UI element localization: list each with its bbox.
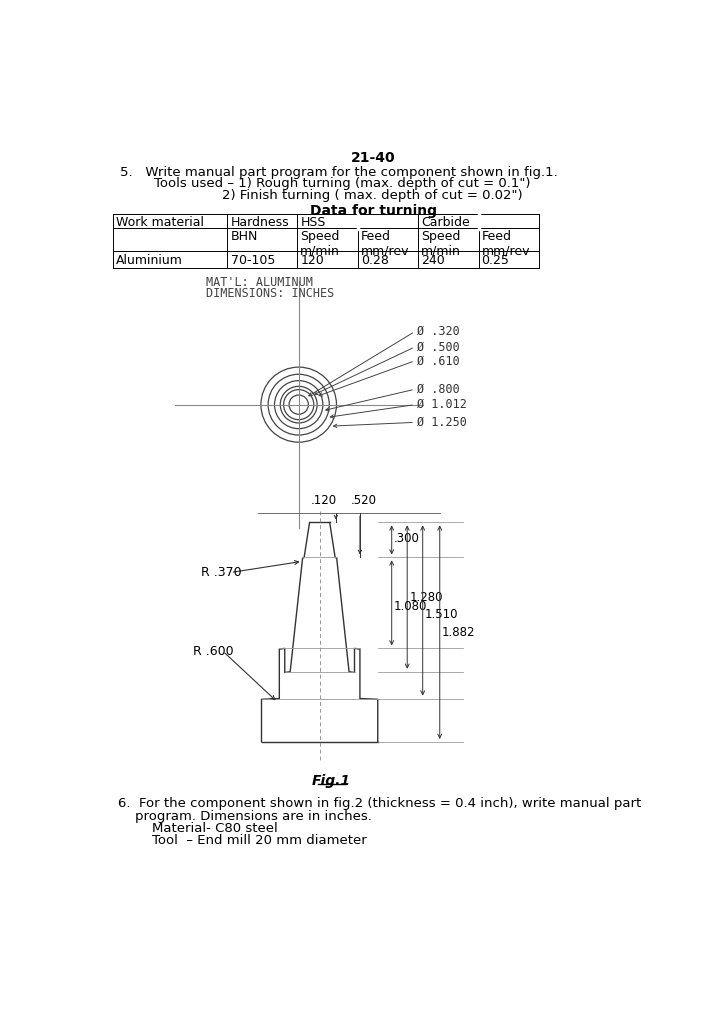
Text: Aluminium: Aluminium (116, 253, 183, 267)
Text: Ø .320: Ø .320 (416, 325, 459, 338)
Text: Ø 1.250: Ø 1.250 (416, 416, 467, 428)
Text: 6.  For the component shown in fig.2 (thickness = 0.4 inch), write manual part: 6. For the component shown in fig.2 (thi… (118, 796, 641, 810)
Text: Data for turning: Data for turning (309, 204, 437, 218)
Text: 0.25: 0.25 (482, 253, 510, 267)
Text: Work material: Work material (116, 216, 204, 229)
Text: 1.280: 1.280 (410, 590, 443, 604)
Text: BHN: BHN (231, 230, 258, 243)
Text: .520: .520 (351, 494, 377, 507)
Text: Speed
m/min: Speed m/min (300, 230, 340, 258)
Text: .120: .120 (311, 494, 337, 507)
Text: Ø .800: Ø .800 (416, 383, 459, 396)
Text: R .370: R .370 (201, 566, 242, 579)
Text: Tools used – 1) Rough turning (max. depth of cut = 0.1"): Tools used – 1) Rough turning (max. dept… (120, 177, 531, 191)
Text: Ø .610: Ø .610 (416, 354, 459, 368)
Text: 1.080: 1.080 (394, 600, 427, 613)
Text: Ø .500: Ø .500 (416, 340, 459, 353)
Text: program. Dimensions are in inches.: program. Dimensions are in inches. (118, 810, 372, 823)
Text: 1.510: 1.510 (425, 608, 459, 621)
Text: 5.   Write manual part program for the component shown in fig.1.: 5. Write manual part program for the com… (120, 166, 558, 179)
Text: 240: 240 (422, 253, 445, 267)
Text: .300: .300 (394, 531, 420, 545)
Text: 1.882: 1.882 (442, 625, 475, 639)
Text: Tool  – End mill 20 mm diameter: Tool – End mill 20 mm diameter (118, 833, 367, 847)
Text: 21-40: 21-40 (351, 150, 395, 165)
Text: Ø 1.012: Ø 1.012 (416, 399, 467, 411)
Text: Carbide: Carbide (422, 216, 470, 229)
Text: Material- C80 steel: Material- C80 steel (118, 822, 278, 835)
Text: DIMENSIONS: INCHES: DIMENSIONS: INCHES (206, 286, 334, 300)
Text: Fig.1: Fig.1 (312, 775, 351, 788)
Text: Speed
m/min: Speed m/min (422, 230, 461, 258)
Text: MAT'L: ALUMINUM: MAT'L: ALUMINUM (206, 276, 312, 289)
Text: 120: 120 (300, 253, 324, 267)
Text: 70-105: 70-105 (231, 253, 275, 267)
Text: Feed
mm/rev: Feed mm/rev (360, 230, 409, 258)
Text: Hardness: Hardness (231, 216, 289, 229)
Text: 0.28: 0.28 (360, 253, 389, 267)
Text: HSS: HSS (300, 216, 325, 229)
Text: R .600: R .600 (194, 645, 234, 657)
Text: Feed
mm/rev: Feed mm/rev (482, 230, 530, 258)
Text: 2) Finish turning ( max. depth of cut = 0.02"): 2) Finish turning ( max. depth of cut = … (120, 190, 523, 202)
